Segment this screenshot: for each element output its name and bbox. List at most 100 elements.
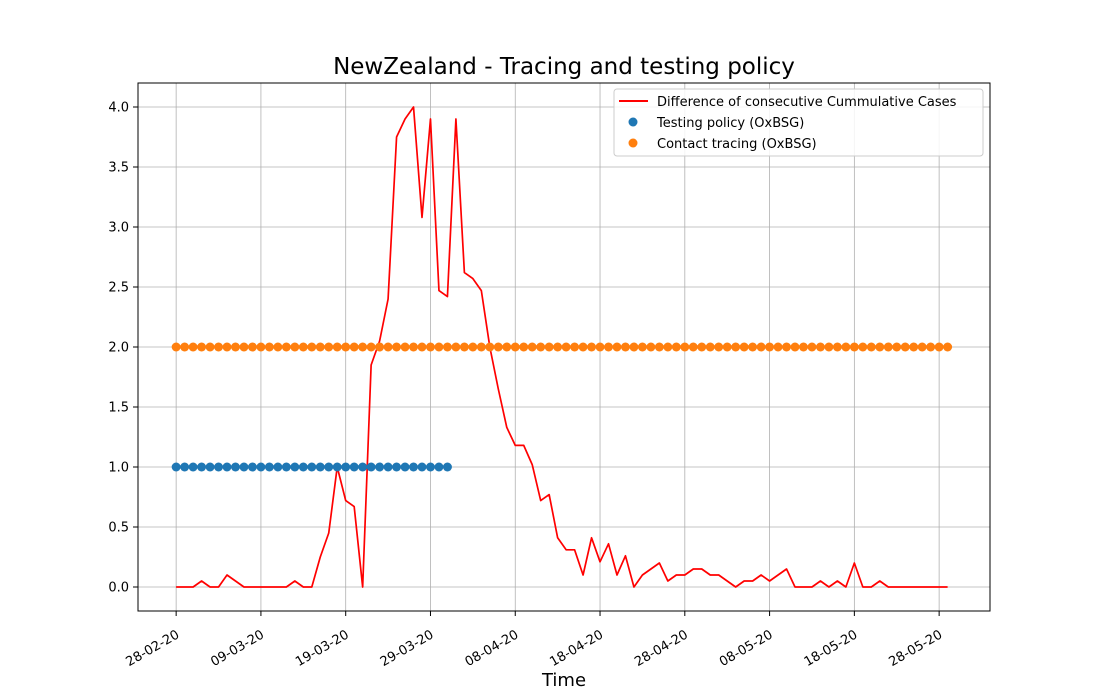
data-point [892,342,902,352]
data-point [476,342,486,352]
data-point [180,462,190,472]
data-point [222,342,232,352]
data-point [358,462,368,472]
data-point [943,342,953,352]
data-point [731,342,741,352]
data-point [773,342,783,352]
data-point [383,342,393,352]
data-point [866,342,876,352]
data-point [383,462,393,472]
data-point [468,342,478,352]
data-point [307,462,317,472]
data-point [798,342,808,352]
data-point [442,462,452,472]
data-point [247,462,257,472]
y-tick-label: 1.5 [108,401,129,416]
data-point [459,342,469,352]
data-point [324,342,334,352]
data-point [400,342,410,352]
data-point [281,462,291,472]
data-point [290,462,300,472]
data-point [256,462,266,472]
legend-label: Testing policy (OxBSG) [656,116,804,131]
data-point [841,342,851,352]
data-point [409,342,419,352]
data-point [247,342,257,352]
data-point [425,342,435,352]
data-point [197,342,207,352]
data-point [171,342,181,352]
data-point [315,462,325,472]
data-point [671,342,681,352]
data-point [205,462,215,472]
data-point [341,462,351,472]
data-point [375,462,385,472]
data-point [273,462,283,472]
data-point [637,342,647,352]
data-point [417,462,427,472]
series-line-cases [176,106,948,588]
data-point [544,342,554,352]
data-point [680,342,690,352]
data-point [612,342,622,352]
data-point [239,462,249,472]
data-point [909,342,919,352]
data-point [197,462,207,472]
data-point [756,342,766,352]
data-point [392,462,402,472]
data-point [400,462,410,472]
data-point [561,342,571,352]
data-point [425,462,435,472]
data-point [188,342,198,352]
data-point [739,342,749,352]
legend-marker-swatch [628,138,638,148]
data-point [748,342,758,352]
data-point [578,342,588,352]
data-point [264,462,274,472]
data-point [782,342,792,352]
data-point [646,342,656,352]
data-point [366,342,376,352]
data-point [604,342,614,352]
data-point [654,342,664,352]
data-point [832,342,842,352]
data-point [332,462,342,472]
data-point [926,342,936,352]
data-point [451,342,461,352]
data-point [358,342,368,352]
data-point [298,462,308,472]
data-point [765,342,775,352]
data-point [688,342,698,352]
legend-box [613,88,984,157]
data-point [375,342,385,352]
data-point [230,342,240,352]
y-tick-label: 0.5 [108,521,129,536]
data-point [790,342,800,352]
y-tick-label: 4.0 [108,101,129,116]
data-point [883,342,893,352]
y-tick-label: 2.5 [108,281,129,296]
data-point [434,462,444,472]
data-point [222,462,232,472]
data-point [722,342,732,352]
chart-title: NewZealand - Tracing and testing policy [333,54,795,80]
data-point [519,342,529,352]
data-point [188,462,198,472]
data-point [205,342,215,352]
data-point [214,342,224,352]
data-point [273,342,283,352]
data-point [256,342,266,352]
data-point [900,342,910,352]
data-point [349,342,359,352]
legend: Difference of consecutive Cummulative Ca… [613,88,984,157]
data-point [849,342,859,352]
data-point [315,342,325,352]
data-point [392,342,402,352]
data-point [697,342,707,352]
data-point [341,342,351,352]
data-point [570,342,580,352]
data-point [180,342,190,352]
data-point [587,342,597,352]
data-point [332,342,342,352]
data-point [595,342,605,352]
